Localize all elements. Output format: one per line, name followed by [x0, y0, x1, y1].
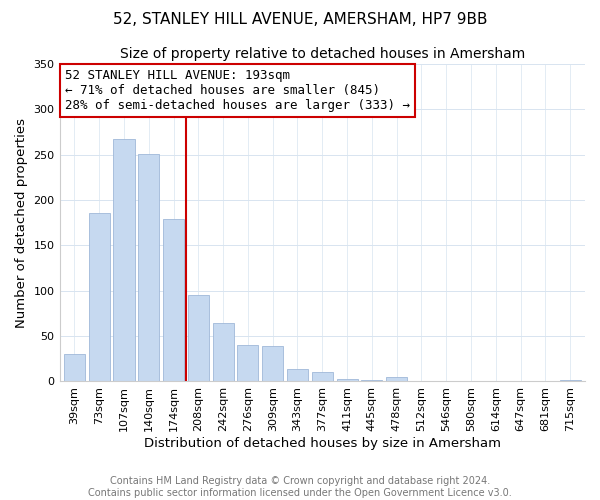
Bar [113, 140, 134, 382]
Bar [238, 345, 259, 382]
Text: Contains HM Land Registry data © Crown copyright and database right 2024.
Contai: Contains HM Land Registry data © Crown c… [88, 476, 512, 498]
Y-axis label: Number of detached properties: Number of detached properties [15, 118, 28, 328]
Bar [312, 372, 333, 382]
Text: 52 STANLEY HILL AVENUE: 193sqm
← 71% of detached houses are smaller (845)
28% of: 52 STANLEY HILL AVENUE: 193sqm ← 71% of … [65, 69, 410, 112]
Bar [188, 296, 209, 382]
Bar [64, 354, 85, 382]
Bar [361, 380, 382, 382]
Bar [386, 377, 407, 382]
X-axis label: Distribution of detached houses by size in Amersham: Distribution of detached houses by size … [144, 437, 501, 450]
Bar [212, 322, 233, 382]
Bar [89, 213, 110, 382]
Text: 52, STANLEY HILL AVENUE, AMERSHAM, HP7 9BB: 52, STANLEY HILL AVENUE, AMERSHAM, HP7 9… [113, 12, 487, 28]
Bar [287, 369, 308, 382]
Bar [560, 380, 581, 382]
Bar [138, 154, 160, 382]
Bar [262, 346, 283, 382]
Title: Size of property relative to detached houses in Amersham: Size of property relative to detached ho… [119, 48, 525, 62]
Bar [163, 219, 184, 382]
Bar [436, 380, 457, 382]
Bar [337, 378, 358, 382]
Bar [411, 380, 432, 382]
